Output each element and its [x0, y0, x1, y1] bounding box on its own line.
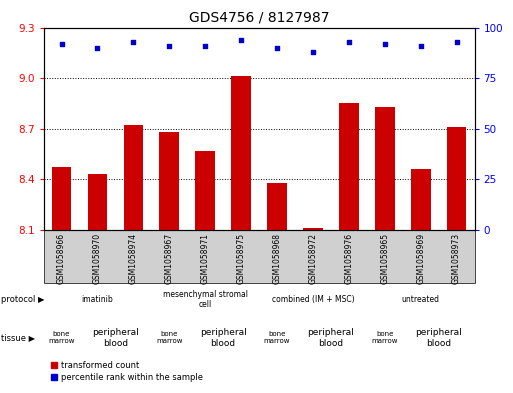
Point: [165, 42, 173, 49]
Point: [57, 40, 66, 47]
Bar: [52, 167, 71, 230]
Text: peripheral
blood: peripheral blood: [92, 328, 139, 348]
Bar: [267, 183, 287, 230]
Bar: [303, 228, 323, 230]
Text: bone
marrow: bone marrow: [48, 331, 75, 345]
Point: [201, 42, 209, 49]
Bar: [375, 107, 394, 230]
Text: peripheral
blood: peripheral blood: [415, 328, 462, 348]
Point: [381, 40, 389, 47]
Bar: [447, 127, 466, 230]
Bar: [411, 169, 430, 230]
Text: untreated: untreated: [402, 295, 440, 304]
Text: peripheral
blood: peripheral blood: [307, 328, 354, 348]
Point: [345, 39, 353, 45]
Title: GDS4756 / 8127987: GDS4756 / 8127987: [189, 11, 329, 25]
Text: bone
marrow: bone marrow: [264, 331, 290, 345]
Legend: transformed count, percentile rank within the sample: transformed count, percentile rank withi…: [48, 358, 206, 385]
Point: [273, 44, 281, 51]
Point: [309, 49, 317, 55]
Text: protocol ▶: protocol ▶: [1, 295, 44, 304]
Point: [129, 39, 137, 45]
Bar: [124, 125, 143, 230]
Bar: [195, 151, 215, 230]
Text: peripheral
blood: peripheral blood: [200, 328, 247, 348]
Bar: [160, 132, 179, 230]
Bar: [88, 174, 107, 230]
Point: [237, 37, 245, 43]
Text: combined (IM + MSC): combined (IM + MSC): [271, 295, 354, 304]
Point: [452, 39, 461, 45]
Text: mesenchymal stromal
cell: mesenchymal stromal cell: [163, 290, 248, 309]
Bar: [231, 76, 251, 230]
Point: [93, 44, 102, 51]
Point: [417, 42, 425, 49]
Text: bone
marrow: bone marrow: [371, 331, 398, 345]
Text: bone
marrow: bone marrow: [156, 331, 183, 345]
Bar: [339, 103, 359, 230]
Text: imatinib: imatinib: [82, 295, 113, 304]
Text: tissue ▶: tissue ▶: [1, 334, 35, 342]
